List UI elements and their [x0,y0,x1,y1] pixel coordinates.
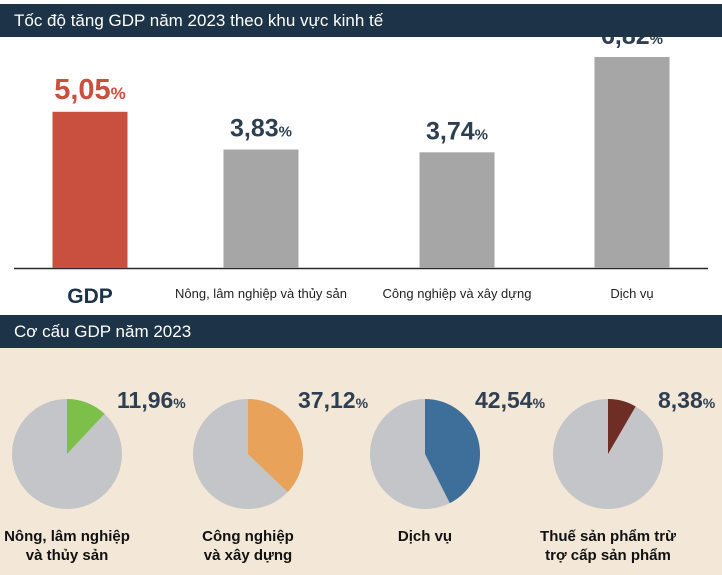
bar-2 [419,152,495,268]
pie-category-label-2-0: Dịch vụ [398,528,452,545]
pie-slice-1 [248,399,304,492]
bar-chart: 5,05% GDP 3,83% Nông, lâm nghiệp và thủy sả… [14,37,708,308]
bar-value-label-0: 5,05% [54,74,126,106]
pie-category-label-1-1: và xây dựng [204,547,292,564]
bar-category-label-3: Dịch vụ [610,286,653,301]
bar-value-label-2: 3,74% [426,117,488,145]
bar-category-label-1: Nông, lâm nghiệp và thủy sản [175,286,347,301]
pie-chart-title: Cơ cấu GDP năm 2023 [14,322,192,341]
pie-charts: 11,96% Nông, lâm nghiệp và thủy sản 37,12% C… [4,387,716,564]
bar-chart-title: Tốc độ tăng GDP năm 2023 theo khu vực ki… [14,11,384,30]
bar-chart-panel: 5,05% GDP 3,83% Nông, lâm nghiệp và thủy sả… [0,37,722,315]
pie-chart-header: Cơ cấu GDP năm 2023 [0,315,722,348]
pie-3 [553,399,663,509]
bar-1 [223,149,299,268]
pie-category-label-0-1: và thủy sản [26,547,109,564]
pie-category-label-3-1: trợ cấp sản phẩm [545,547,671,564]
bar-category-label-0: GDP [67,285,113,308]
pie-0 [12,399,122,509]
pie-2 [370,399,481,509]
pie-value-label-0: 11,96% [117,387,186,413]
pie-category-label-1-0: Công nghiệp [202,528,294,545]
bar-chart-header: Tốc độ tăng GDP năm 2023 theo khu vực ki… [0,4,722,37]
bar-value-label-1: 3,83% [230,115,292,143]
pie-value-label-2: 42,54% [475,387,546,413]
pie-value-label-1: 37,12% [298,387,369,413]
bar-0 [52,111,128,268]
bar-category-label-2: Công nghiệp và xây dựng [383,286,532,301]
bar-value-label-3: 6,82% [601,37,663,50]
bar-3 [594,57,670,268]
pie-slice-3 [608,399,636,454]
pie-slice-2 [425,399,481,504]
pie-category-label-0-0: Nông, lâm nghiệp [4,528,130,545]
pie-value-label-3: 8,38% [658,387,716,413]
pie-category-label-3-0: Thuế sản phẩm trừ [540,528,676,545]
pie-chart-panel: 11,96% Nông, lâm nghiệp và thủy sản 37,12% C… [0,348,722,575]
pie-slice-0 [67,399,105,454]
pie-1 [193,399,304,509]
